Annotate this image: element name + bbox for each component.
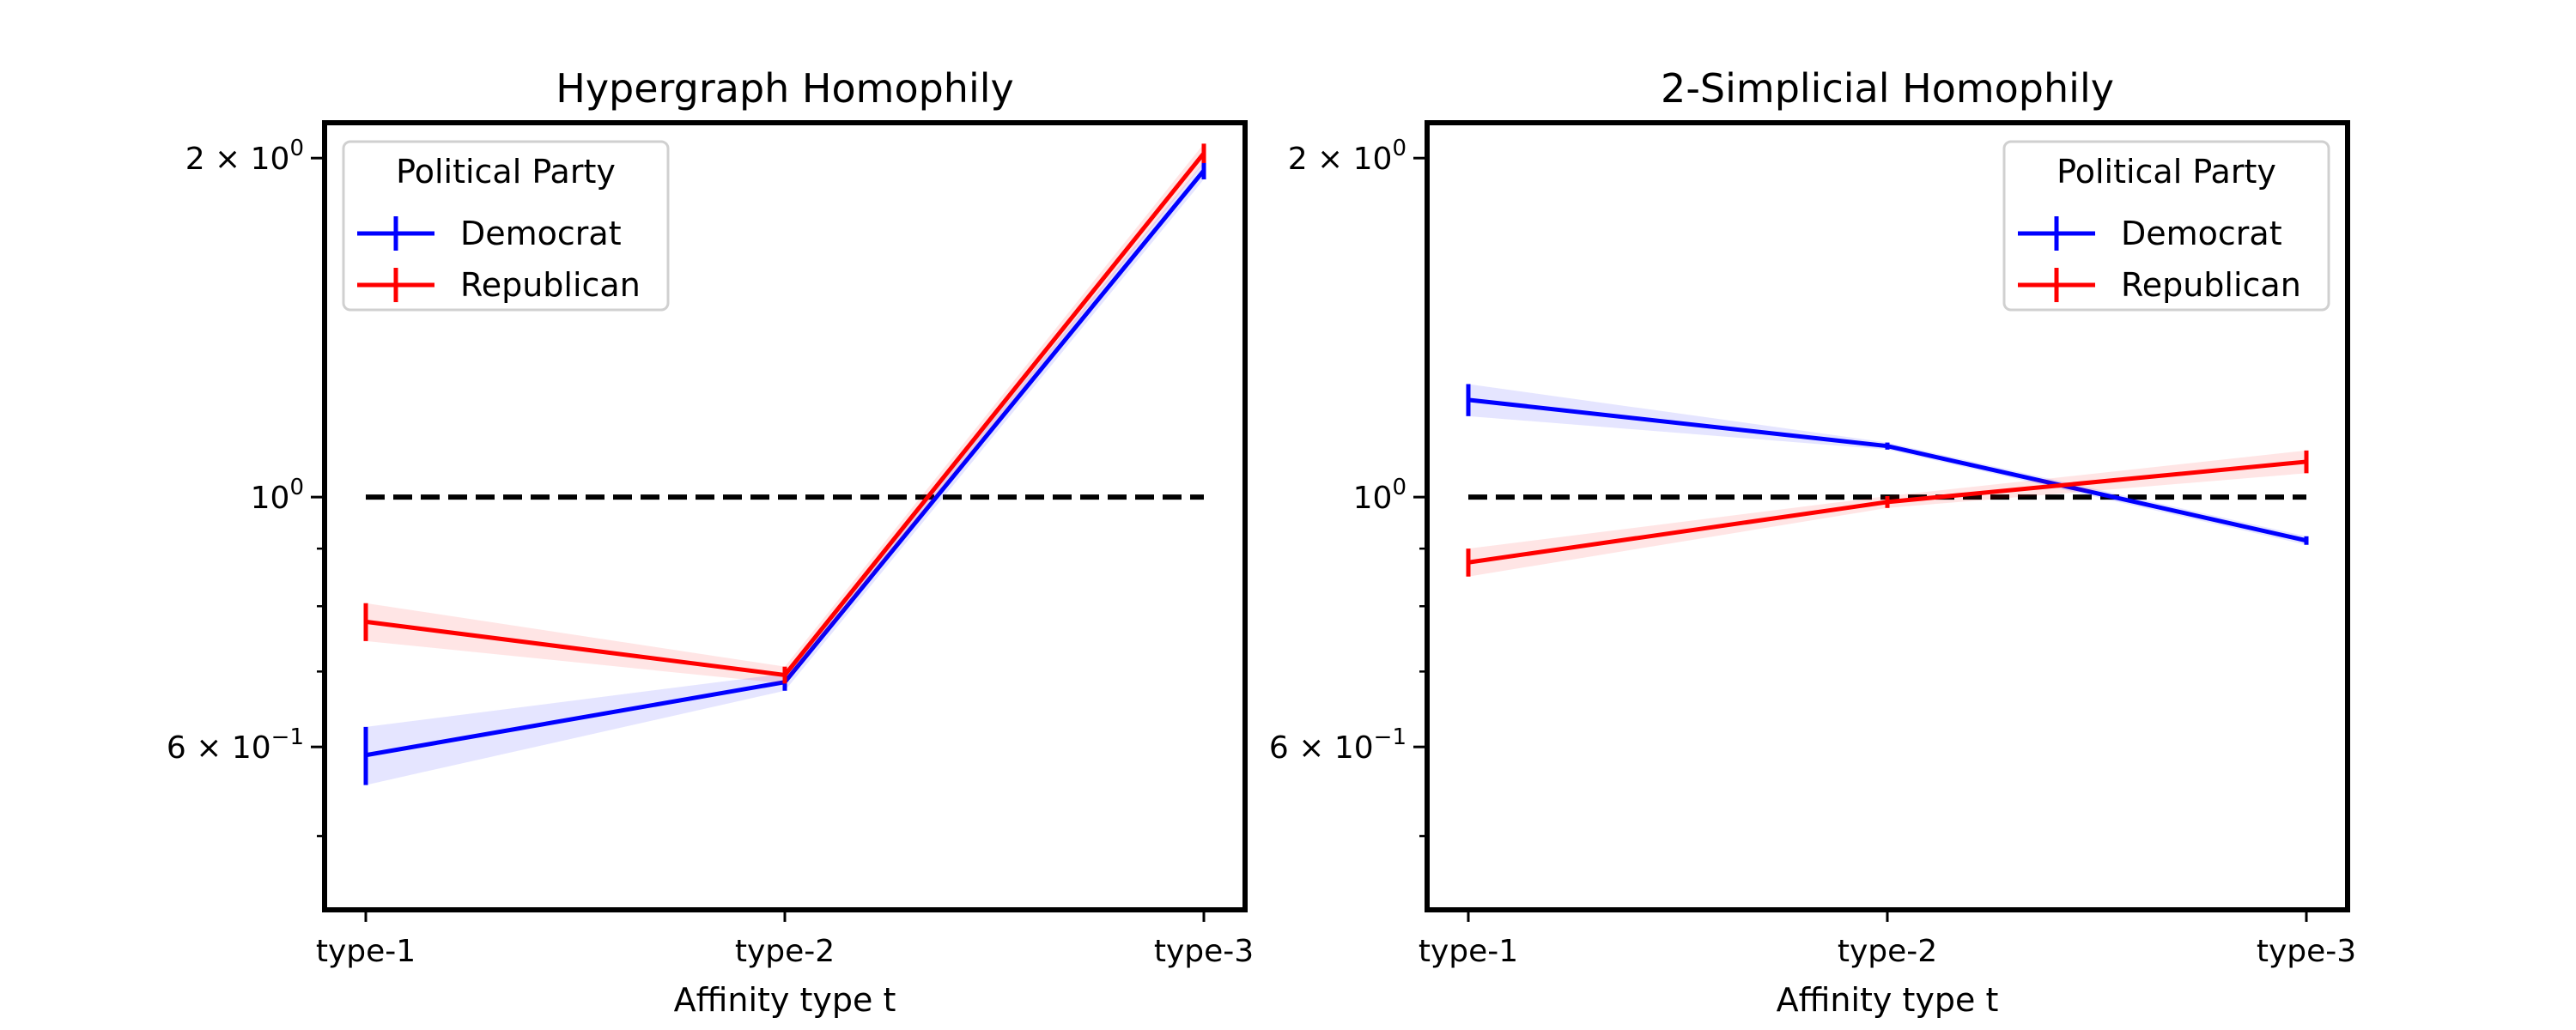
data-point bbox=[1467, 398, 1470, 402]
chart-panel-1: Hypergraph Homophily type-1 type-2 type-3 Af… bbox=[167, 65, 1254, 1019]
legend-title: Political Party bbox=[2057, 153, 2276, 191]
chart-panel-2: 2-Simplicial Homophily type-1 type-2 type-3… bbox=[1269, 65, 2356, 1019]
data-point bbox=[1886, 500, 1889, 504]
data-point bbox=[1202, 169, 1206, 173]
data-point bbox=[1886, 445, 1889, 448]
y-tick-label: 6 × 10−1 bbox=[167, 724, 304, 766]
data-point bbox=[1467, 560, 1470, 564]
legend-label-republican: Republican bbox=[460, 266, 641, 304]
legend-label-democrat: Democrat bbox=[460, 215, 622, 252]
x-tick-label: type-2 bbox=[1838, 934, 1937, 969]
data-point bbox=[2305, 539, 2308, 542]
chart-title: Hypergraph Homophily bbox=[556, 65, 1014, 112]
x-tick-label: type-3 bbox=[2257, 934, 2356, 969]
legend-label-democrat: Democrat bbox=[2121, 215, 2282, 252]
y-tick-label: 2 × 100 bbox=[185, 136, 304, 177]
y-tick-label: 2 × 100 bbox=[1288, 136, 1406, 177]
y-tick-label: 6 × 10−1 bbox=[1269, 724, 1406, 766]
confidence-band-democrat bbox=[366, 161, 1204, 785]
x-axis-label: Affinity type t bbox=[674, 981, 896, 1019]
data-point bbox=[783, 673, 787, 676]
series-republican bbox=[1466, 450, 2309, 577]
x-axis-label: Affinity type t bbox=[1777, 981, 1999, 1019]
data-point bbox=[364, 754, 368, 757]
x-tick-label: type-3 bbox=[1154, 934, 1254, 969]
x-tick-label: type-1 bbox=[1419, 934, 1518, 969]
chart-title: 2-Simplicial Homophily bbox=[1661, 65, 2114, 112]
confidence-band-republican bbox=[366, 143, 1204, 684]
data-point bbox=[364, 620, 368, 623]
legend-frame bbox=[2002, 140, 2330, 312]
legend-frame bbox=[342, 140, 670, 312]
y-tick-label: 100 bbox=[1353, 475, 1406, 516]
data-point bbox=[1202, 152, 1206, 155]
legend-title: Political Party bbox=[396, 153, 616, 191]
legend-label-republican: Republican bbox=[2121, 266, 2301, 304]
legend: Political Party Democrat Republican bbox=[342, 140, 670, 312]
legend: Political Party Democrat Republican bbox=[2002, 140, 2330, 312]
y-tick-label: 100 bbox=[251, 475, 304, 516]
x-tick-label: type-2 bbox=[735, 934, 835, 969]
series-republican bbox=[363, 143, 1206, 684]
series-democrat bbox=[1466, 384, 2309, 545]
x-tick-label: type-1 bbox=[316, 934, 416, 969]
data-point bbox=[2305, 460, 2308, 464]
